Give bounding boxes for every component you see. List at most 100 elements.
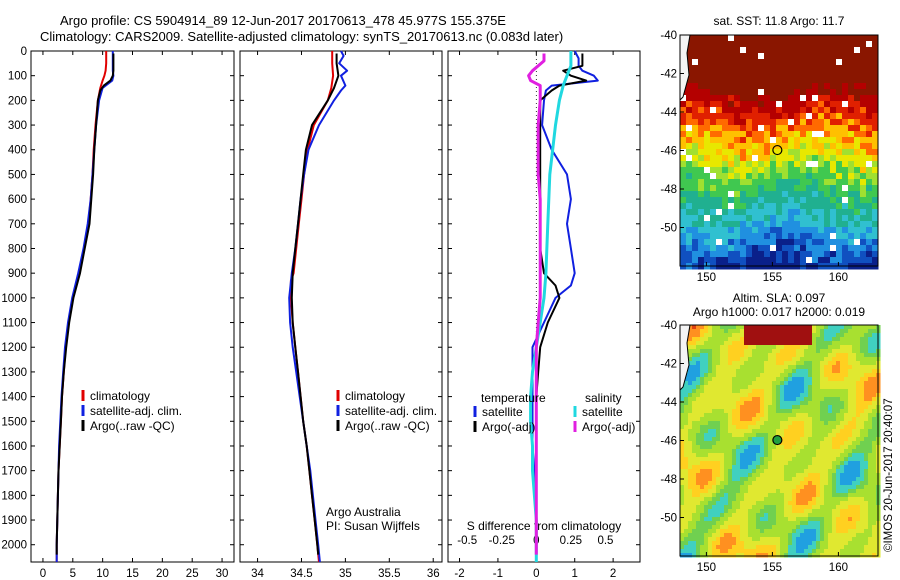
map-cell — [680, 209, 687, 216]
map-cell — [866, 167, 873, 174]
map-cell — [848, 433, 853, 438]
map-cell — [712, 373, 717, 378]
map-cell — [696, 421, 701, 426]
map-cell — [848, 373, 853, 378]
map-cell — [752, 425, 757, 430]
map-cell — [680, 425, 685, 430]
map-cell — [704, 341, 709, 346]
map-cell — [744, 493, 749, 498]
salinity-panel: 3434.53535.536salinityclimatologysatelli… — [239, 50, 443, 580]
map-cell — [744, 449, 749, 454]
map-cell — [712, 325, 717, 330]
map-cell — [684, 521, 689, 526]
map-cell — [710, 137, 717, 144]
map-cell — [692, 469, 697, 474]
map-cell — [710, 227, 717, 234]
map-cell — [732, 473, 737, 478]
map-cell — [836, 465, 841, 470]
map-cell — [830, 107, 837, 114]
map-cell — [746, 203, 753, 210]
map-cell — [832, 365, 837, 370]
map-cell — [812, 545, 817, 550]
map-cell — [800, 473, 805, 478]
map-cell — [836, 353, 841, 358]
map-cell — [844, 441, 849, 446]
map-cell — [756, 405, 761, 410]
map-cell — [740, 357, 745, 362]
map-cell — [734, 209, 741, 216]
map-cell — [684, 377, 689, 382]
map-cell — [716, 377, 721, 382]
map-cell — [872, 441, 877, 446]
map-cell — [732, 417, 737, 422]
map-cell — [852, 517, 857, 522]
map-cell — [860, 433, 865, 438]
map-cell — [728, 425, 733, 430]
map-cell — [760, 545, 765, 550]
top-axis-tick-label: 0.5 — [597, 535, 613, 547]
map-cell — [708, 553, 713, 558]
map-cell — [758, 179, 765, 186]
map-cell — [728, 397, 733, 402]
map-cell — [830, 155, 837, 162]
map-y-tick-label: -44 — [660, 107, 677, 119]
map-cell — [784, 537, 789, 542]
map-cell — [712, 333, 717, 338]
map-cell — [768, 461, 773, 466]
map-cell — [764, 405, 769, 410]
map-cell — [794, 131, 801, 138]
map-cell — [760, 533, 765, 538]
map-cell — [828, 325, 833, 330]
map-cell — [808, 445, 813, 450]
map-cell — [812, 401, 817, 406]
map-cell — [768, 441, 773, 446]
map-cell — [804, 481, 809, 486]
map-cell — [860, 449, 865, 454]
map-cell — [824, 473, 829, 478]
map-cell — [806, 209, 813, 216]
map-cell — [776, 421, 781, 426]
map-cell — [812, 185, 819, 192]
map-cell — [804, 441, 809, 446]
map-cell — [794, 125, 801, 132]
map-cell — [788, 349, 793, 354]
map-cell — [740, 493, 745, 498]
map-cell — [752, 119, 759, 126]
map-cell — [708, 417, 713, 422]
map-cell — [820, 369, 825, 374]
map-cell — [782, 167, 789, 174]
map-cell — [700, 337, 705, 342]
map-cell — [704, 517, 709, 522]
map-cell — [872, 349, 877, 354]
map-cell — [800, 149, 807, 156]
map-cell — [844, 385, 849, 390]
map-cell — [808, 377, 813, 382]
series-argo-raw-qc — [290, 53, 340, 555]
map-cell — [820, 413, 825, 418]
map-cell — [720, 357, 725, 362]
map-cell — [818, 149, 825, 156]
map-cell — [712, 377, 717, 382]
map-cell — [836, 59, 843, 66]
map-cell — [740, 179, 747, 186]
map-cell — [752, 167, 759, 174]
map-cell — [804, 477, 809, 482]
map-cell — [752, 185, 759, 192]
map-cell — [696, 445, 701, 450]
map-cell — [808, 509, 813, 514]
map-cell — [704, 333, 709, 338]
map-cell — [848, 393, 853, 398]
map-cell — [728, 393, 733, 398]
map-cell — [692, 381, 697, 386]
map-cell — [708, 469, 713, 474]
map-cell — [772, 413, 777, 418]
map-cell — [856, 397, 861, 402]
map-cell — [768, 349, 773, 354]
map-cell — [872, 197, 879, 204]
map-cell — [848, 345, 853, 350]
map-cell — [756, 529, 761, 534]
map-cell — [680, 101, 687, 108]
map-cell — [860, 179, 867, 186]
map-cell — [700, 509, 705, 514]
map-cell — [800, 477, 805, 482]
